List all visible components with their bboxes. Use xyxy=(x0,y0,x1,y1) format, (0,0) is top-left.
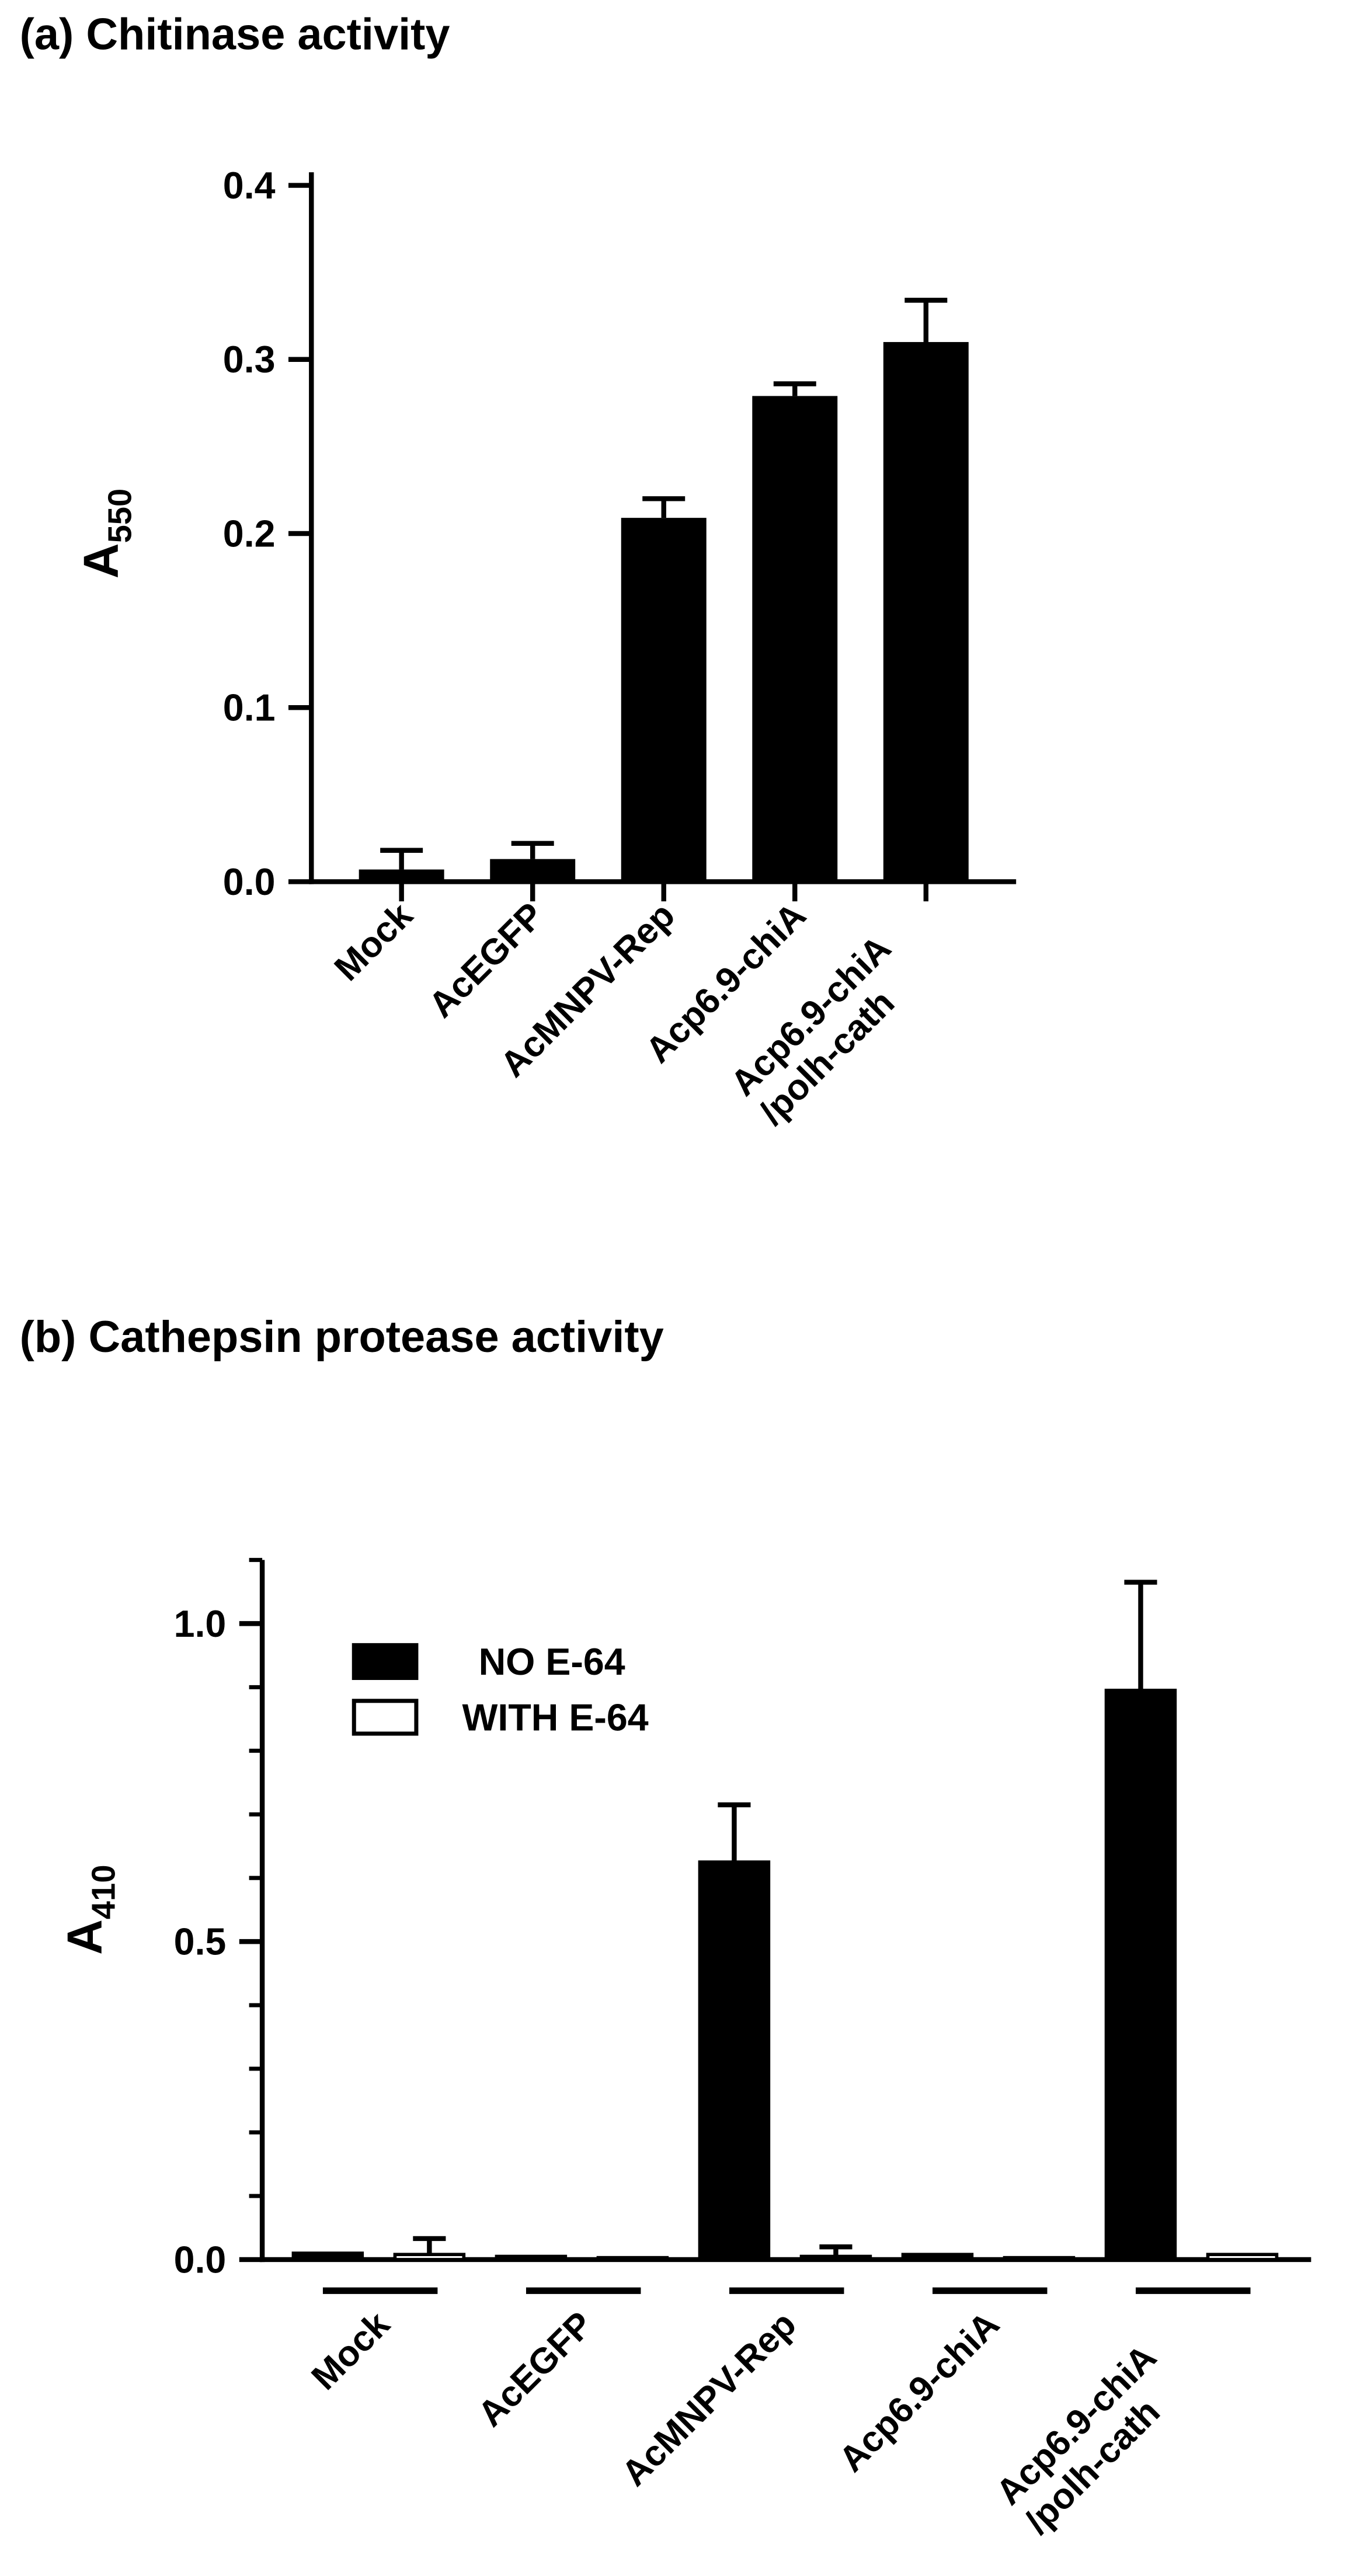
bar xyxy=(1003,2256,1076,2261)
y-axis-label: A550 xyxy=(74,489,138,578)
bar xyxy=(359,869,444,882)
bar xyxy=(883,341,969,882)
x-tick-label: Acp6.9-chiA/polh-cath xyxy=(989,2337,1194,2542)
y-tick-label: 0.4 xyxy=(223,165,276,207)
y-tick-label: 0.3 xyxy=(223,339,276,381)
legend-swatch xyxy=(352,1699,419,1736)
x-tick-label: AcEGFP xyxy=(421,895,551,1025)
bar xyxy=(698,1860,771,2261)
legend-label: NO E-64 xyxy=(479,1641,625,1683)
bar xyxy=(495,2254,568,2261)
y-tick-label: 0.5 xyxy=(174,1921,227,1963)
y-axis-label-main: A xyxy=(57,1919,112,1955)
y-tick-label: 0.2 xyxy=(223,513,276,555)
bar xyxy=(621,518,707,882)
y-tick-label: 0.0 xyxy=(223,861,276,903)
x-tick-label: AcMNPV-Rep xyxy=(614,2304,803,2494)
y-tick-label: 0.1 xyxy=(223,687,276,729)
y-axis-label-main: A xyxy=(74,543,128,578)
x-tick-label: AcEGFP xyxy=(470,2304,600,2434)
bar xyxy=(1206,2253,1279,2261)
x-tick-label: Acp6.9-chiA xyxy=(831,2304,1007,2480)
x-tick-label: Mock xyxy=(304,2304,398,2398)
legend-label: WITH E-64 xyxy=(462,1696,649,1738)
chart-title: (b) Cathepsin protease activity xyxy=(20,1312,664,1362)
y-tick-label: 0.0 xyxy=(174,2239,227,2281)
bar xyxy=(596,2256,669,2261)
bar xyxy=(393,2253,466,2261)
bar xyxy=(1104,1688,1177,2261)
x-tick-label: Mock xyxy=(327,895,421,989)
chart-title: (a) Chitinase activity xyxy=(20,10,450,60)
bar xyxy=(799,2254,872,2261)
legend-swatch xyxy=(352,1643,419,1681)
bar xyxy=(901,2253,974,2261)
y-axis-label-sub: 550 xyxy=(102,489,138,543)
y-axis-label: A410 xyxy=(57,1864,121,1954)
bar xyxy=(291,2251,364,2261)
bar xyxy=(490,859,576,882)
bar xyxy=(752,396,838,882)
y-axis-label-sub: 410 xyxy=(85,1864,121,1919)
y-tick-label: 1.0 xyxy=(174,1603,227,1645)
